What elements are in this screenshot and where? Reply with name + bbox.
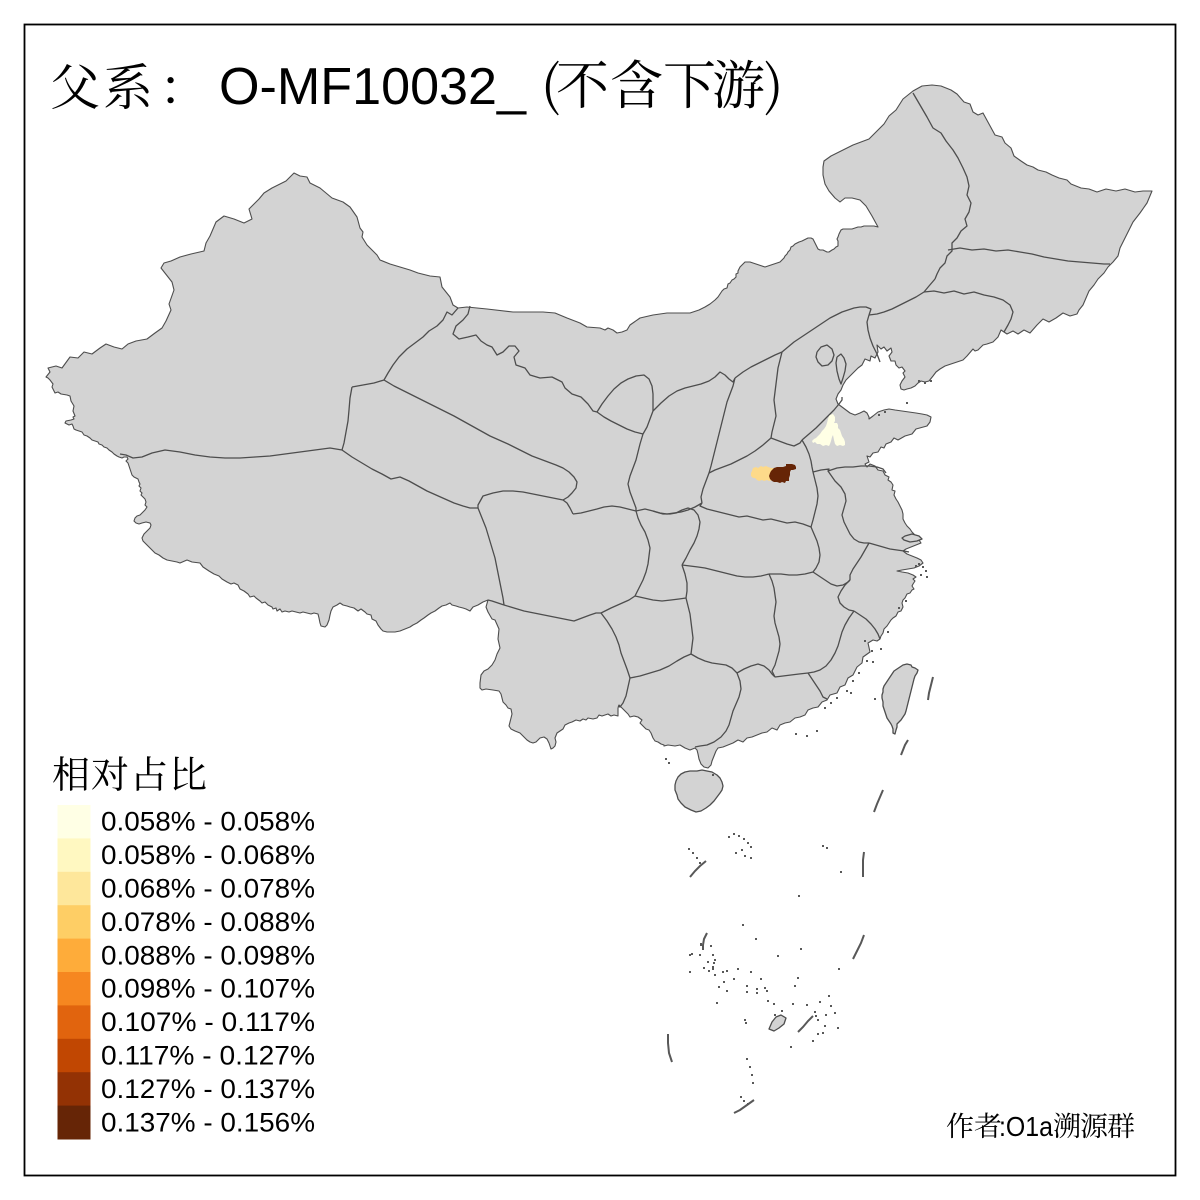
svg-text:0.117% - 0.127%: 0.117% - 0.127%	[101, 1041, 315, 1071]
svg-text:0.098% - 0.107%: 0.098% - 0.107%	[101, 974, 315, 1004]
svg-text::O1a: :O1a	[999, 1111, 1053, 1142]
svg-text:0.088% - 0.098%: 0.088% - 0.098%	[101, 940, 315, 970]
svg-text:0.137% - 0.156%: 0.137% - 0.156%	[101, 1107, 315, 1137]
svg-text:0.127% - 0.137%: 0.127% - 0.137%	[101, 1074, 315, 1104]
svg-text:0.058% - 0.068%: 0.058% - 0.068%	[101, 840, 315, 870]
svg-text:0.078% - 0.088%: 0.078% - 0.088%	[101, 907, 315, 937]
svg-text:0.107% - 0.117%: 0.107% - 0.117%	[101, 1007, 315, 1037]
svg-text:0.068% - 0.078%: 0.068% - 0.078%	[101, 874, 315, 904]
svg-text:0.058% - 0.058%: 0.058% - 0.058%	[101, 807, 315, 837]
svg-text:O-MF10032_: O-MF10032_	[219, 58, 527, 116]
